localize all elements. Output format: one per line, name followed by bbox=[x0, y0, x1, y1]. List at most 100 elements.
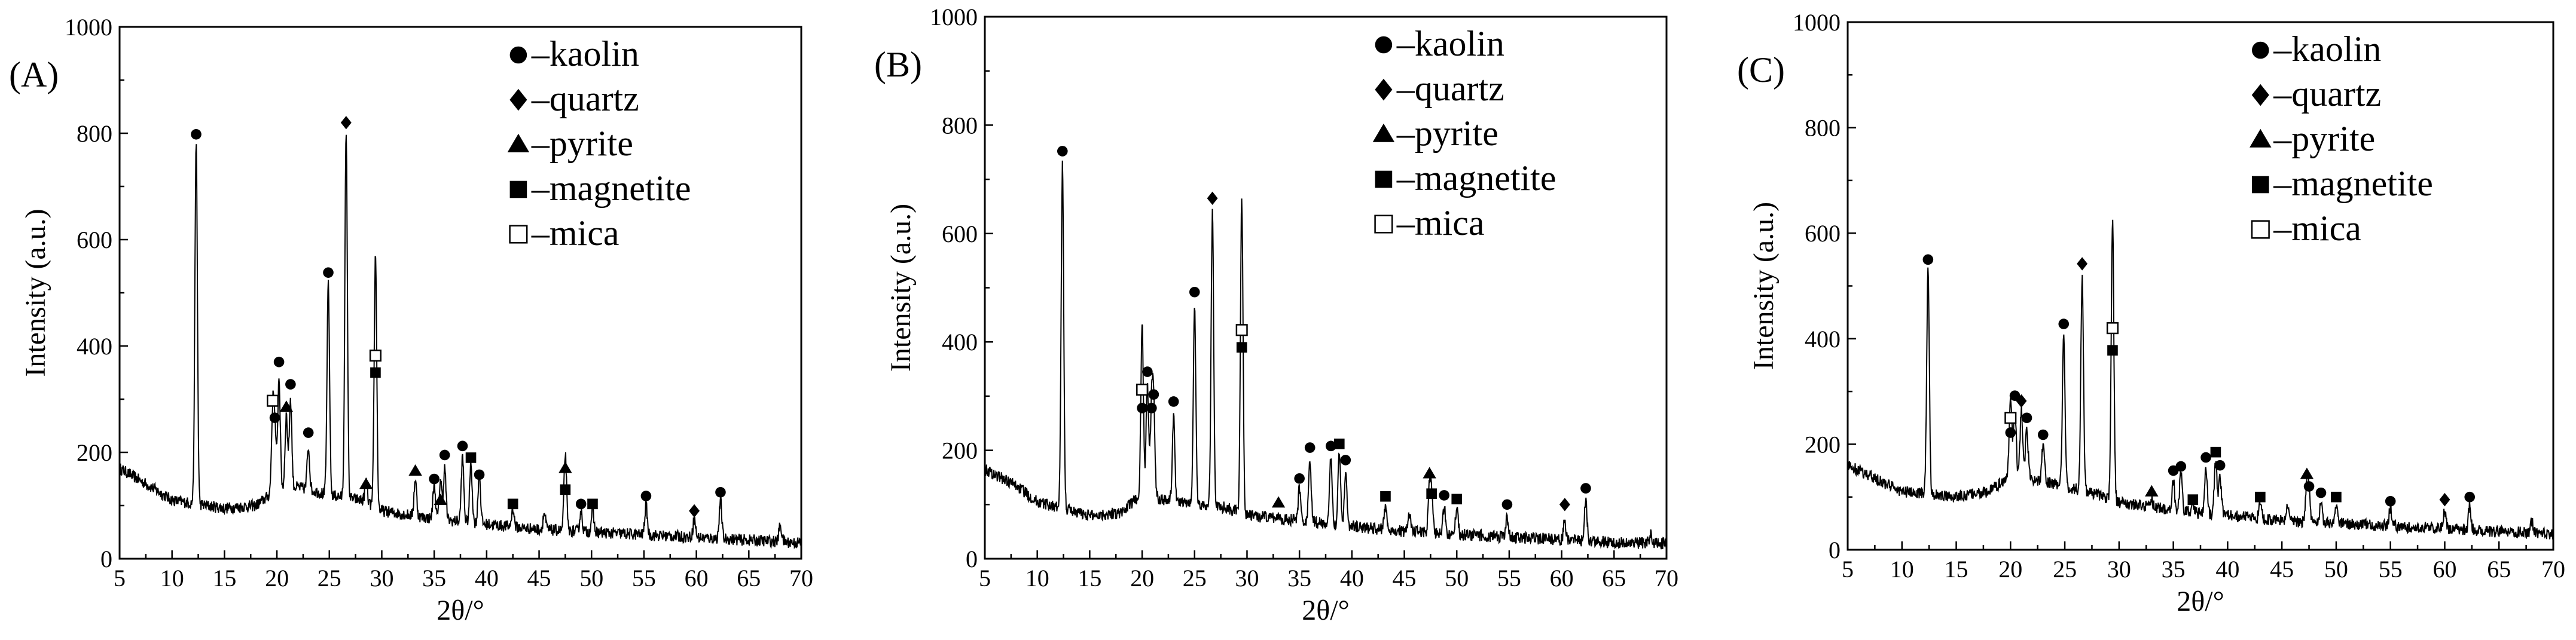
y-tick-label: 400 bbox=[77, 333, 112, 360]
x-tick-label: 15 bbox=[212, 565, 236, 592]
legend-label: –pyrite bbox=[2273, 119, 2375, 158]
peak-marker-triangle bbox=[434, 493, 447, 505]
peak-marker-square bbox=[507, 498, 518, 510]
legend-label: –pyrite bbox=[1396, 114, 1498, 153]
x-tick-label: 20 bbox=[265, 565, 289, 592]
x-tick-label: 45 bbox=[527, 565, 551, 592]
y-tick-label: 200 bbox=[942, 437, 978, 464]
peak-marker-circle bbox=[1340, 455, 1351, 466]
y-tick-label: 0 bbox=[1829, 537, 1841, 564]
peak-marker-circle bbox=[1146, 403, 1157, 414]
peak-marker-square bbox=[560, 484, 571, 495]
peak-marker-circle bbox=[2058, 319, 2070, 329]
peak-marker-circle bbox=[575, 498, 587, 510]
peak-marker-open-square bbox=[2004, 412, 2017, 424]
legend-label: –kaolin bbox=[1396, 24, 1504, 63]
legend-marker-diamond bbox=[1375, 78, 1393, 101]
x-tick-label: 55 bbox=[2379, 556, 2403, 583]
x-axis-title: 2θ/° bbox=[2177, 586, 2224, 617]
x-tick-label: 55 bbox=[1497, 565, 1521, 592]
legend-label: –kaolin bbox=[531, 34, 639, 74]
plot-frame bbox=[118, 26, 802, 560]
peak-marker-square bbox=[1451, 494, 1463, 505]
x-tick-label: 60 bbox=[1550, 565, 1574, 592]
peak-marker-circle bbox=[2021, 412, 2032, 424]
peak-marker-circle bbox=[1148, 389, 1159, 400]
peak-marker-triangle bbox=[1271, 496, 1286, 508]
peak-marker-square bbox=[2255, 491, 2266, 503]
x-tick-label: 35 bbox=[1287, 565, 1311, 592]
peak-marker-square bbox=[2187, 494, 2199, 505]
legend-marker-square bbox=[2252, 176, 2269, 194]
peak-marker-circle bbox=[2037, 429, 2049, 440]
peak-marker-square bbox=[2210, 446, 2221, 458]
x-tick-label: 20 bbox=[1998, 556, 2022, 583]
peak-marker-triangle bbox=[2300, 467, 2314, 479]
legend-label: –magnetite bbox=[2273, 164, 2433, 203]
peak-marker-circle bbox=[1439, 490, 1449, 501]
peak-marker-square bbox=[587, 498, 598, 510]
y-axis-title: Intensity (a.u.) bbox=[1748, 202, 1780, 370]
panel-c: 5 10 15 20 25 30 35 40 45 50 55 60 65 70 0 200 400 600 800… bbox=[1737, 9, 2565, 617]
peak-marker-diamond bbox=[2016, 394, 2027, 408]
y-tick-label: 1000 bbox=[65, 14, 112, 41]
x-tick-label: 5 bbox=[114, 565, 126, 592]
peak-marker-open-square bbox=[2106, 322, 2119, 335]
x-tick-label: 5 bbox=[979, 565, 991, 592]
peak-marker-square bbox=[370, 367, 381, 378]
peak-marker-circle bbox=[439, 449, 450, 461]
peak-marker-circle bbox=[1922, 254, 1934, 265]
x-tick-label: 10 bbox=[1890, 556, 1914, 583]
peak-marker-square bbox=[1236, 342, 1247, 353]
x-tick-label: 60 bbox=[2432, 556, 2456, 583]
x-tick-label: 30 bbox=[1235, 565, 1259, 592]
peak-marker-circle bbox=[2009, 390, 2020, 401]
peak-marker-diamond bbox=[2439, 492, 2450, 507]
x-tick-label: 50 bbox=[1445, 565, 1469, 592]
peak-marker-square bbox=[465, 452, 477, 463]
legend-marker-open-square bbox=[1374, 215, 1393, 234]
plot-frame bbox=[984, 16, 1668, 560]
legend-marker-triangle bbox=[1372, 123, 1395, 142]
peak-marker-circle bbox=[2200, 452, 2211, 463]
peak-marker-open-square bbox=[369, 349, 381, 362]
peak-marker-triangle bbox=[2145, 485, 2159, 497]
peak-marker-circle bbox=[323, 267, 334, 278]
peak-marker-diamond bbox=[2077, 257, 2088, 271]
legend-label: –magnetite bbox=[1396, 158, 1556, 198]
xrd-pattern-line bbox=[1847, 219, 2554, 540]
x-tick-label: 35 bbox=[422, 565, 446, 592]
y-tick-label: 0 bbox=[966, 546, 978, 572]
peak-marker-circle bbox=[2175, 461, 2187, 472]
peak-marker-square bbox=[2107, 345, 2118, 356]
peak-marker-circle bbox=[474, 469, 485, 480]
peak-marker-diamond bbox=[689, 504, 700, 518]
legend-marker-square bbox=[509, 180, 527, 198]
y-tick-label: 600 bbox=[942, 221, 978, 247]
y-tick-label: 200 bbox=[1805, 431, 1841, 458]
peak-marker-triangle bbox=[558, 461, 572, 473]
y-tick-label: 200 bbox=[77, 439, 112, 466]
panel-label: (B) bbox=[874, 45, 922, 84]
y-tick-label: 0 bbox=[100, 546, 112, 572]
x-tick-label: 25 bbox=[318, 565, 341, 592]
legend-label: –kaolin bbox=[2273, 29, 2381, 69]
peak-marker-circle bbox=[1189, 286, 1200, 298]
y-tick-label: 400 bbox=[942, 329, 978, 356]
peak-marker-circle bbox=[1304, 442, 1316, 453]
peak-marker-open-square bbox=[1136, 383, 1149, 396]
y-tick-label: 800 bbox=[1805, 115, 1841, 142]
peak-marker-circle bbox=[2385, 495, 2396, 507]
x-tick-label: 35 bbox=[2162, 556, 2186, 583]
peak-marker-circle bbox=[1142, 366, 1153, 377]
peak-marker-triangle bbox=[1423, 467, 1436, 479]
y-tick-label: 600 bbox=[77, 226, 112, 253]
peak-marker-circle bbox=[269, 412, 280, 423]
legend-label: –mica bbox=[531, 213, 619, 253]
peak-marker-circle bbox=[1325, 440, 1336, 452]
xrd-pattern-line bbox=[119, 134, 802, 550]
legend-marker-square bbox=[1375, 170, 1393, 188]
legend-label: –mica bbox=[1396, 203, 1485, 243]
x-tick-label: 15 bbox=[1078, 565, 1101, 592]
x-axis-title: 2θ/° bbox=[437, 595, 484, 626]
